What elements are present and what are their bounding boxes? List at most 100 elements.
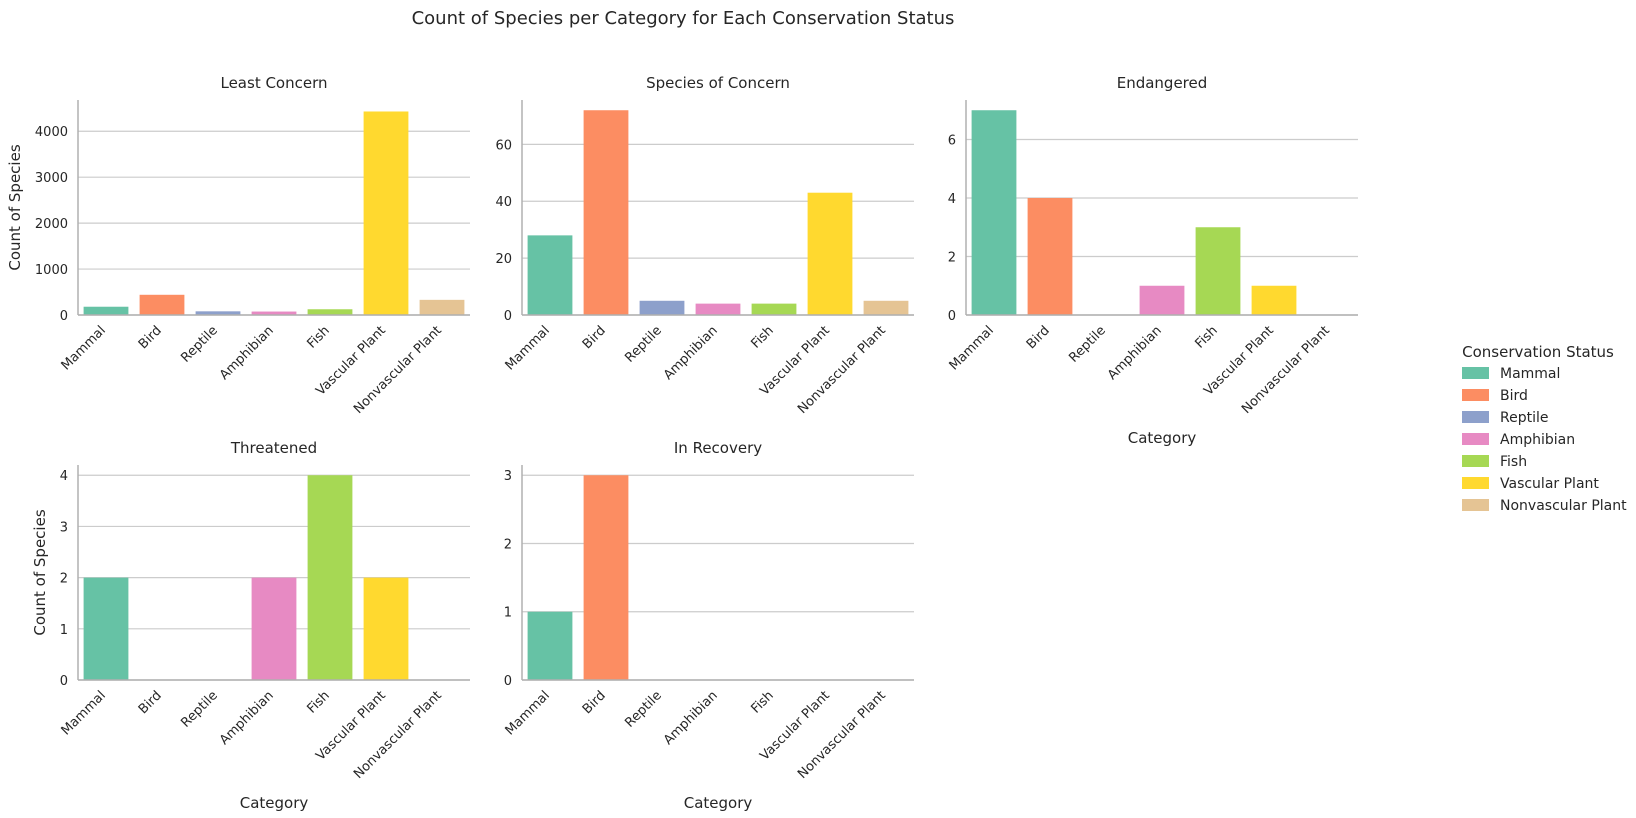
x-tick-label: Reptile: [178, 688, 220, 730]
legend-label: Vascular Plant: [1500, 476, 1599, 492]
y-tick-label: 2000: [35, 217, 68, 232]
facet-title: Endangered: [1117, 74, 1208, 92]
bar-mammal: [971, 110, 1017, 315]
y-tick-label: 20: [495, 252, 512, 267]
legend-title: Conservation Status: [1462, 343, 1614, 361]
bar-amphibian: [251, 577, 297, 680]
bar-mammal: [83, 306, 129, 315]
y-tick-label: 4: [60, 469, 68, 484]
x-tick-label: Mammal: [59, 688, 109, 738]
facet-title: In Recovery: [674, 439, 762, 457]
x-tick-label: Amphibian: [1105, 323, 1165, 383]
x-tick-label: Fish: [1192, 323, 1220, 351]
bar-vascular-plant: [1251, 285, 1297, 315]
legend-item: Reptile: [1462, 410, 1548, 426]
legend-label: Fish: [1500, 454, 1527, 470]
bar-nonvascular-plant: [419, 299, 465, 315]
facet-panel: Threatened 0 1 2 3 4 Mammal Bird ReptileAmphibia…: [31, 439, 470, 812]
legend-swatch: [1462, 367, 1489, 379]
facet-panels: Least Concern 0 1000 2000 3 0 0 0 4000 Mammal Bird…: [6, 74, 1358, 812]
y-axis-label: Count of Species: [6, 144, 24, 270]
bar-amphibian: [1139, 285, 1185, 315]
legend-item: Amphibian: [1462, 432, 1575, 448]
legend-label: Nonvascular Plant: [1500, 498, 1627, 514]
legend-swatch: [1462, 433, 1489, 445]
legend-label: Bird: [1500, 388, 1528, 404]
x-tick-label: Reptile: [622, 688, 664, 730]
x-tick-label: Mammal: [503, 688, 553, 738]
x-axis-label: Category: [240, 794, 309, 812]
bar-reptile: [195, 311, 241, 315]
y-tick-label: 1000: [35, 263, 68, 278]
bar-fish: [751, 303, 797, 315]
bar-fish: [1195, 227, 1241, 315]
facet-panel: In Recovery 0 1 2 3 Mammal Bird ReptileAmphibia…: [503, 439, 914, 812]
legend-item: Bird: [1462, 388, 1528, 404]
y-tick-label: 1: [504, 606, 512, 621]
legend-swatch: [1462, 499, 1489, 511]
bar-nonvascular-plant: [863, 300, 909, 315]
legend-label: Amphibian: [1500, 432, 1575, 448]
legend-label: Reptile: [1500, 410, 1548, 426]
bar-vascular-plant: [363, 577, 409, 680]
x-tick-label: Bird: [580, 688, 609, 717]
y-tick-label: 2: [948, 250, 956, 265]
bar-reptile: [639, 300, 685, 315]
x-tick-label: Bird: [580, 323, 609, 352]
bar-bird: [583, 110, 629, 315]
x-tick-label: Reptile: [1066, 323, 1108, 365]
y-tick-label: 0: [504, 309, 512, 324]
bar-mammal: [83, 577, 129, 680]
legend-swatch: [1462, 477, 1489, 489]
y-tick-label: 0: [504, 674, 512, 689]
x-tick-label: Mammal: [59, 323, 109, 373]
legend-swatch: [1462, 389, 1489, 401]
facet-panel: Species of Concern 0 20 40 60 Mammal Bird Repti…: [495, 74, 914, 417]
x-tick-label: Mammal: [503, 323, 553, 373]
bar-bird: [583, 475, 629, 680]
y-tick-label: 4: [948, 192, 956, 207]
bar-amphibian: [695, 303, 741, 315]
x-axis-label: Category: [684, 794, 753, 812]
legend-swatch: [1462, 455, 1489, 467]
x-tick-label: Amphibian: [661, 323, 721, 383]
x-tick-label: Mammal: [947, 323, 997, 373]
y-tick-label: 0: [60, 309, 68, 324]
bar-mammal: [527, 611, 573, 680]
bar-mammal: [527, 235, 573, 315]
y-tick-label: 2: [504, 537, 512, 552]
y-tick-label: 3: [504, 469, 512, 484]
y-tick-label: 0: [60, 674, 68, 689]
legend-item: Fish: [1462, 454, 1527, 470]
y-tick-label: 4000: [35, 125, 68, 140]
y-tick-label: 0: [948, 309, 956, 324]
y-tick-label: 40: [495, 195, 512, 210]
bar-vascular-plant: [363, 111, 409, 315]
y-tick-label: 60: [495, 138, 512, 153]
chart-title: Count of Species per Category for Each C…: [412, 8, 955, 29]
bar-vascular-plant: [807, 192, 853, 315]
y-tick-label: 1: [60, 623, 68, 638]
bar-bird: [1027, 197, 1073, 315]
legend-label: Mammal: [1500, 366, 1560, 382]
facet-title: Species of Concern: [646, 74, 790, 92]
x-tick-label: Fish: [304, 688, 332, 716]
y-axis-label: Count of Species: [31, 509, 49, 635]
y-tick-label: 3: [60, 520, 68, 535]
bar-bird: [139, 294, 185, 315]
x-tick-label: Reptile: [622, 323, 664, 365]
bar-amphibian: [251, 311, 297, 315]
legend-item: Nonvascular Plant: [1462, 498, 1627, 514]
x-tick-label: Fish: [748, 688, 776, 716]
x-tick-label: Amphibian: [661, 688, 721, 748]
facet-title: Threatened: [230, 439, 317, 457]
facet-title: Least Concern: [220, 74, 327, 92]
facet-panel: Endangered 0 2 4 6 Mammal Bird ReptileAmphibian…: [947, 74, 1358, 447]
x-tick-label: Fish: [304, 323, 332, 351]
legend-item: Vascular Plant: [1462, 476, 1599, 492]
x-axis-label: Category: [1128, 429, 1197, 447]
legend: Conservation Status Mammal Bird Reptile Amph…: [1462, 343, 1627, 514]
x-tick-label: Bird: [136, 323, 165, 352]
legend-swatch: [1462, 411, 1489, 423]
